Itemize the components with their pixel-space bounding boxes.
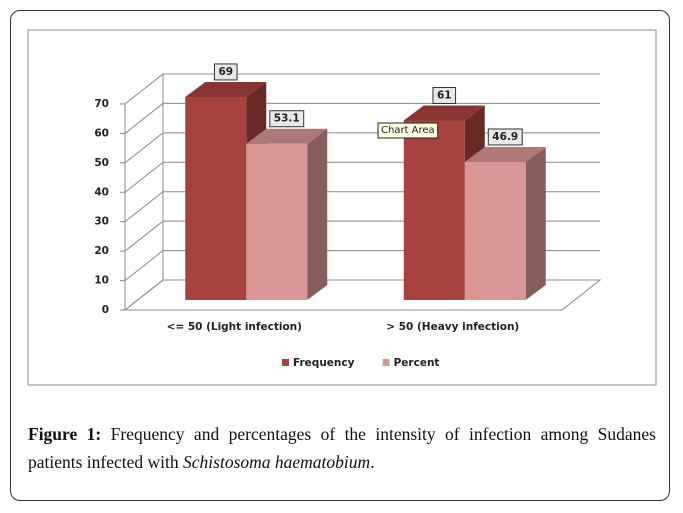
bar [464,161,526,300]
caption-text: Frequency and percentages of the intensi… [28,424,656,472]
bar-top [464,146,546,162]
bar-side [307,128,328,300]
legend-label: Percent [394,357,440,369]
grid-line [124,73,600,105]
y-tick-label: 0 [102,304,109,316]
caption-end: . [370,452,375,472]
annotation: Chart Area [381,125,435,136]
y-tick-label: 10 [94,275,109,287]
y-tick-label: 30 [94,216,109,228]
data-label-box [269,110,305,128]
chart: 0 10 20 30 40 50 60 70 <= 50 (Light infection) 69… [27,29,657,386]
bar-side [525,146,546,300]
data-label: 69 [218,66,233,78]
data-label: 61 [437,89,452,101]
y-tick-label: 40 [94,186,109,198]
y-tick-label: 70 [94,98,109,110]
x-tick-label: <= 50 (Light infection) [167,321,302,333]
x-tick-label: > 50 (Heavy infection) [386,321,519,333]
bar [403,120,465,300]
bar-top [185,81,267,97]
data-label-box [432,86,457,104]
bar-top [246,128,328,144]
figure-frame [10,10,670,501]
data-label-box [213,63,238,81]
caption-label: Figure 1: [28,424,102,444]
data-label: 53.1 [274,113,300,125]
bar [185,96,247,300]
bar-top [403,105,485,121]
bar [246,143,308,300]
annotation-box [377,122,439,139]
caption-species: Schistosoma haematobium [183,452,371,472]
legend-swatch [282,359,289,366]
y-tick-label: 50 [94,157,109,169]
chart-area [27,29,657,386]
caption: Figure 1: Frequency and percentages of t… [28,420,656,476]
legend-label: Frequency [293,357,355,369]
y-tick-label: 60 [94,127,109,139]
data-label: 46.9 [492,131,518,143]
y-tick-label: 20 [94,245,109,257]
legend-swatch [382,359,390,366]
data-label-box [487,128,523,146]
